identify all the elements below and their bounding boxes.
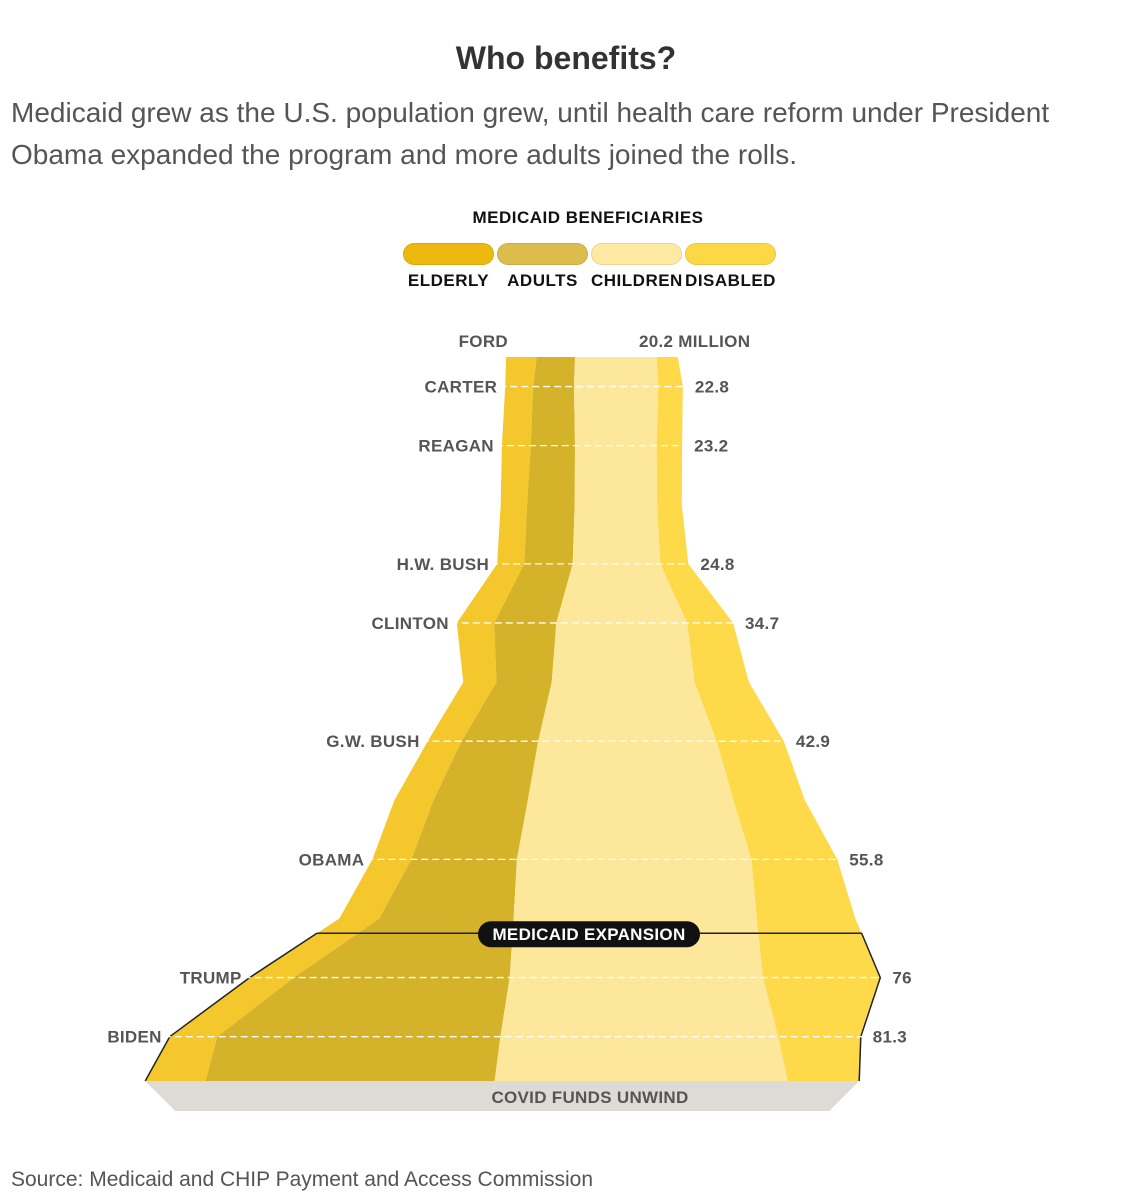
covid-unwind-base <box>145 1081 860 1111</box>
president-total-label: 76 <box>892 969 912 988</box>
covid-unwind-label: COVID FUNDS UNWIND <box>491 1088 688 1107</box>
legend-item-disabled: DISABLED <box>685 243 776 290</box>
president-name-label: REAGAN <box>418 437 493 456</box>
president-total-label: 24.8 <box>700 555 734 574</box>
president-total-label: 55.8 <box>849 850 883 869</box>
legend-swatch-disabled <box>685 243 776 265</box>
president-name-label: TRUMP <box>180 969 242 988</box>
legend-label-elderly: ELDERLY <box>407 271 490 290</box>
president-name-label: CARTER <box>425 378 498 397</box>
legend-swatch-children <box>591 243 682 265</box>
president-name-label: FORD <box>459 332 508 351</box>
series-band-adults <box>205 357 575 1081</box>
series-band-disabled <box>656 357 881 1081</box>
series-band-elderly <box>145 357 537 1081</box>
president-name-label: OBAMA <box>299 850 365 869</box>
legend-item-elderly: ELDERLY <box>403 243 494 290</box>
president-total-label: 20.2 MILLION <box>639 332 750 351</box>
president-total-label: 34.7 <box>745 614 779 633</box>
president-name-label: H.W. BUSH <box>397 555 489 574</box>
legend-swatch-elderly <box>403 243 494 265</box>
legend-label-disabled: DISABLED <box>685 271 776 290</box>
chart-subtitle: Medicaid grew as the U.S. population gre… <box>11 97 1050 170</box>
source-note: Source: Medicaid and CHIP Payment and Ac… <box>11 1168 594 1191</box>
president-name-label: CLINTON <box>371 614 448 633</box>
president-total-label: 42.9 <box>796 732 830 751</box>
chart-title: Who benefits? <box>455 40 677 76</box>
legend-swatch-adults <box>497 243 588 265</box>
medicaid-expansion-label: MEDICAID EXPANSION <box>492 925 685 944</box>
legend-item-adults: ADULTS <box>497 243 588 290</box>
medicaid-expansion-pill <box>478 921 700 948</box>
president-total-label: 23.2 <box>694 437 728 456</box>
president-total-label: 22.8 <box>695 378 729 397</box>
legend-item-children: CHILDREN <box>591 243 682 290</box>
president-name-label: BIDEN <box>107 1028 161 1047</box>
legend-title: MEDICAID BENEFICIARIES <box>472 208 704 227</box>
legend-label-adults: ADULTS <box>507 271 578 290</box>
series-band-children <box>494 357 788 1081</box>
president-total-label: 81.3 <box>873 1028 907 1047</box>
president-name-label: G.W. BUSH <box>326 732 419 751</box>
legend-label-children: CHILDREN <box>591 271 683 290</box>
